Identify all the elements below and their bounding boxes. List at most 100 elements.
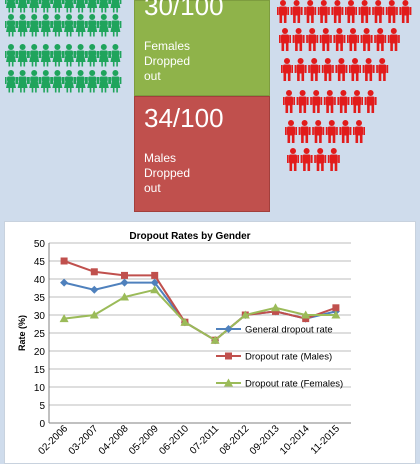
figure-head <box>100 44 107 50</box>
figure-arm <box>86 77 88 84</box>
figure-leg <box>89 88 92 93</box>
figure-leg <box>54 62 57 67</box>
figure-arm <box>317 7 320 15</box>
figure-torso <box>111 50 120 56</box>
figure-arm <box>63 21 65 28</box>
figure-head <box>286 90 292 96</box>
figure-leg <box>81 62 84 67</box>
figure-head <box>89 70 96 76</box>
figure-leg <box>291 135 295 143</box>
figure-arm <box>28 0 30 4</box>
figure-arm <box>96 21 99 28</box>
figure-leg <box>369 73 373 81</box>
female-person-icon <box>109 70 122 93</box>
figure-torso <box>281 34 289 44</box>
figure-skirt <box>64 1 74 8</box>
figure-torso <box>287 126 295 136</box>
female-person-icon <box>74 70 87 93</box>
figure-arm <box>39 0 42 4</box>
figure-head <box>54 14 61 20</box>
figure-leg <box>46 8 49 13</box>
figure-arm <box>73 77 75 84</box>
male-person-icon <box>304 0 317 23</box>
figure-arm <box>306 97 309 105</box>
figure-head <box>66 70 72 76</box>
figure-leg <box>66 32 69 37</box>
figure-head <box>297 58 304 64</box>
data-point <box>331 310 341 319</box>
female-person-icon <box>97 44 110 67</box>
male-person-icon <box>327 148 340 171</box>
figure-head <box>324 58 331 64</box>
figure-skirt <box>17 25 28 32</box>
figure-leg <box>281 43 285 51</box>
figure-arm <box>38 77 41 84</box>
figure-leg <box>301 135 304 143</box>
figure-torso <box>76 76 85 82</box>
figure-skirt <box>98 81 109 88</box>
figure-arm <box>85 77 87 84</box>
figure-leg <box>374 15 378 23</box>
figure-arm <box>355 7 357 15</box>
figure-leg <box>306 15 310 23</box>
figure-torso <box>88 20 97 26</box>
figure-arm <box>73 0 75 4</box>
male-person-icon <box>385 0 398 23</box>
figure-leg <box>35 62 37 67</box>
figure-arm <box>108 51 110 58</box>
figure-torso <box>353 96 361 106</box>
female-person-icon <box>51 0 64 13</box>
figure-torso <box>312 96 321 106</box>
legend-entry: Dropout rate (Males) <box>216 352 332 363</box>
data-point <box>151 271 159 279</box>
figure-arm <box>38 0 41 4</box>
figure-torso <box>341 126 350 136</box>
figure-leg <box>112 88 115 93</box>
figure-leg <box>295 43 298 51</box>
figure-arm <box>304 65 307 73</box>
figure-skirt <box>6 25 16 32</box>
figure-leg <box>341 135 345 143</box>
female-person-icon <box>63 14 75 37</box>
figure-arm <box>385 7 388 15</box>
figure-torso <box>99 76 108 82</box>
figure-leg <box>326 105 329 113</box>
female-person-icon <box>63 70 75 93</box>
female-person-icon <box>109 14 122 37</box>
figure-head <box>390 28 397 34</box>
figure-arm <box>63 51 65 58</box>
male-person-icon <box>353 120 365 143</box>
figure-torso <box>53 50 62 56</box>
figure-torso <box>337 64 346 74</box>
figure-head <box>77 70 84 76</box>
figure-leg <box>324 15 328 23</box>
figure-skirt <box>110 81 121 88</box>
female-person-icon <box>109 44 122 67</box>
male-dropout-value: 34/100 <box>144 103 224 133</box>
figure-skirt <box>75 55 86 62</box>
figure-leg <box>287 73 291 81</box>
figure-arm <box>61 77 64 84</box>
male-dropout-box: 34/100 Males Dropped out <box>134 96 270 212</box>
female-person-icon <box>28 70 41 93</box>
male-crowd <box>277 0 412 171</box>
figure-leg <box>101 32 103 37</box>
figure-arm <box>300 7 303 15</box>
figure-arm <box>349 127 352 135</box>
figure-leg <box>69 88 72 93</box>
figure-leg <box>359 135 363 143</box>
figure-leg <box>43 32 45 37</box>
figure-arm <box>63 0 65 4</box>
figure-leg <box>312 105 316 113</box>
figure-leg <box>116 8 118 13</box>
figure-torso <box>351 64 359 74</box>
figure-leg <box>31 32 34 37</box>
legend-label: General dropout rate <box>245 325 333 336</box>
figure-arm <box>28 21 30 28</box>
figure-arm <box>359 65 361 73</box>
figure-skirt <box>40 25 51 32</box>
figure-torso <box>289 154 297 164</box>
figure-arm <box>27 21 29 28</box>
figure-torso <box>325 96 334 106</box>
figure-arm <box>50 0 52 4</box>
